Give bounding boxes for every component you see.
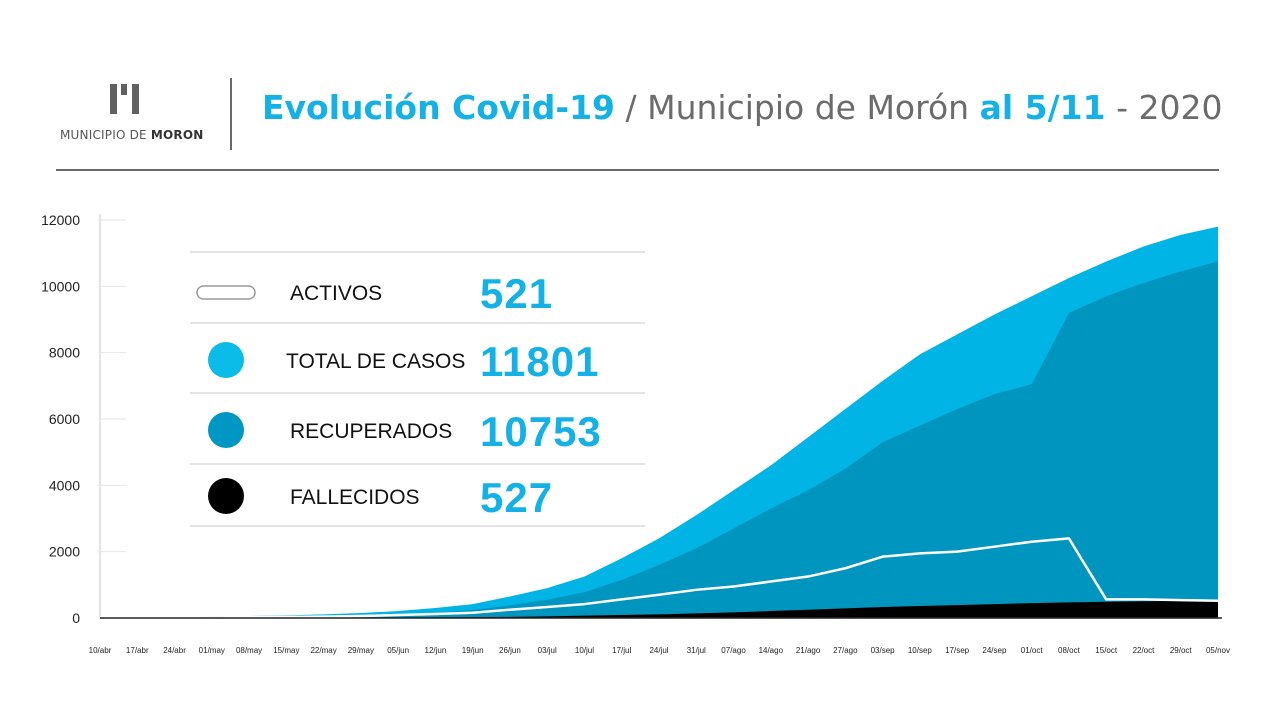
fallecidos-circle-icon [208,478,244,514]
y-tick-label: 8000 [49,345,80,361]
activos-pill-icon [196,285,256,300]
x-tick-label: 15/may [273,646,299,655]
x-tick-label: 15/oct [1095,646,1118,655]
recuperados-circle-icon [208,412,244,448]
legend-label: RECUPERADOS [290,420,452,443]
x-tick-label: 01/may [199,646,225,655]
chart-legend: ACTIVOS 521 TOTAL DE CASOS 11801 RECUPERADOS… [190,251,645,527]
legend-label: TOTAL DE CASOS [286,350,465,373]
x-tick-label: 03/jul [538,646,557,655]
covid-area-chart: 0 2000 4000 6000 8000 10000 12000 10/abr 17/abr 2… [41,212,1230,655]
y-tick-label: 0 [72,610,80,626]
x-tick-label: 05/nov [1206,646,1230,655]
x-tick-label: 10/jul [575,646,594,655]
legend-value: 521 [480,270,553,317]
x-tick-label: 03/sep [871,646,896,655]
x-tick-label: 24/jul [649,646,668,655]
x-tick-label: 29/oct [1170,646,1193,655]
page-title: Evolución Covid-19 / Municipio de Morón … [262,88,1223,127]
active-cases-line [99,537,1219,619]
x-tick-label: 17/abr [126,646,149,655]
x-tick-label: 10/sep [908,646,933,655]
x-tick-label: 24/abr [163,646,186,655]
deaths-area [100,600,1218,618]
y-tick-label: 2000 [49,544,80,560]
x-tick-label: 26/jun [499,646,521,655]
x-tick-label: 29/may [348,646,374,655]
x-tick-label: 31/jul [687,646,706,655]
x-tick-label: 10/abr [89,646,112,655]
x-tick-label: 19/jun [462,646,484,655]
x-tick-label: 17/sep [945,646,970,655]
x-tick-label: 12/jun [425,646,447,655]
total-de-casos-circle-icon [208,342,244,378]
x-tick-label: 14/ago [759,646,784,655]
header-separator [230,78,232,150]
x-tick-label: 05/jun [387,646,409,655]
x-tick-label: 22/may [310,646,336,655]
legend-value: 10753 [480,408,602,455]
legend-value: 527 [480,474,553,521]
x-tick-label: 17/jul [612,646,631,655]
x-tick-label: 08/may [236,646,262,655]
x-tick-label: 07/ago [721,646,746,655]
legend-label: ACTIVOS [290,282,382,305]
municipio-logo-icon [110,84,139,114]
x-tick-label: 21/ago [796,646,821,655]
recovered-area [100,261,1218,618]
x-tick-label: 01/oct [1021,646,1044,655]
legend-label: FALLECIDOS [290,486,420,509]
x-tick-label: 27/ago [833,646,858,655]
header-divider [56,169,1219,171]
x-tick-label: 22/oct [1133,646,1156,655]
x-tick-label: 08/oct [1058,646,1081,655]
y-tick-label: 12000 [41,212,80,228]
logo-text: MUNICIPIO DE MORON [60,128,204,142]
x-tick-label: 24/sep [982,646,1007,655]
y-tick-label: 6000 [49,411,80,427]
y-tick-label: 10000 [41,278,80,294]
legend-value: 11801 [480,338,599,385]
y-tick-label: 4000 [49,477,80,493]
